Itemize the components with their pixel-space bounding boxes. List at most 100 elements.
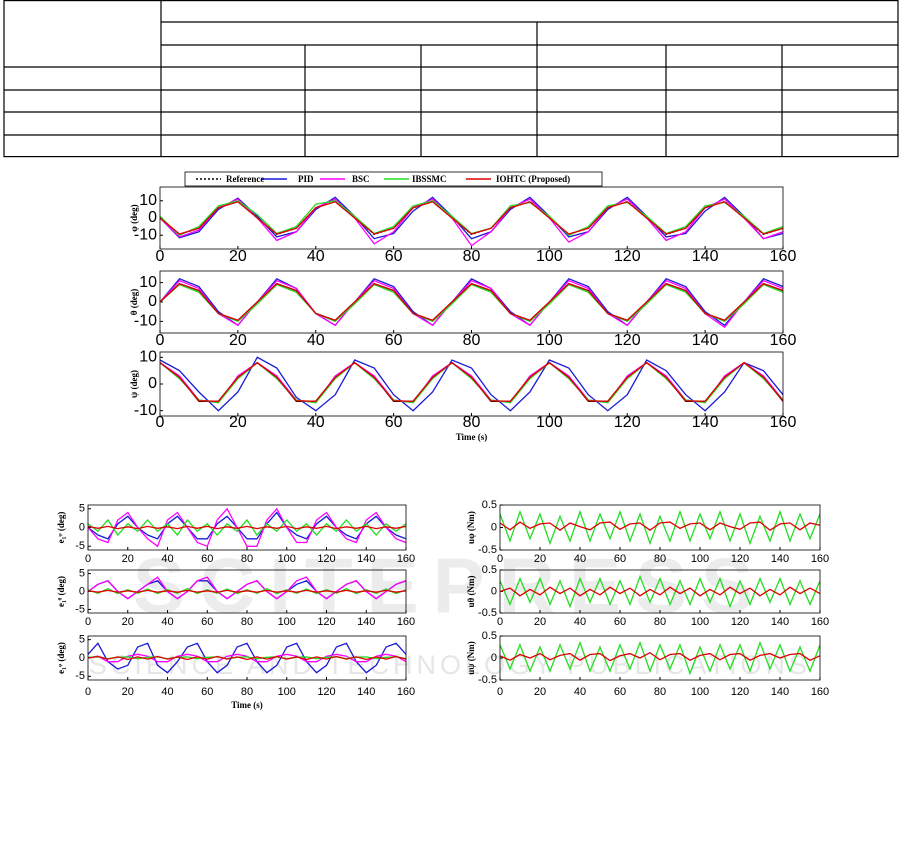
y-tick-label: -0.5 [478, 607, 497, 619]
x-tick-label: 80 [241, 553, 253, 565]
legend-label: PID [298, 174, 314, 184]
x-tick-label: 0 [156, 248, 165, 265]
x-tick-label: 80 [241, 616, 253, 628]
series-line [500, 509, 820, 546]
x-tick-label: 40 [574, 553, 586, 565]
x-tick-label: 100 [536, 332, 563, 349]
x-tick-label: 0 [497, 686, 503, 698]
x-tick-label: 100 [536, 414, 563, 431]
y-axis-label: θ (deg) [129, 289, 139, 315]
series-line [160, 277, 783, 327]
legend-label: IOHTC (Proposed) [496, 174, 570, 184]
x-tick-label: 140 [357, 686, 375, 698]
series-line [88, 589, 406, 593]
axes-frame [499, 635, 821, 681]
x-tick-label: 120 [731, 553, 749, 565]
watermark-brand: SCITEPRESS [133, 542, 767, 630]
y-tick-label: 0 [491, 652, 497, 664]
x-tick-label: 100 [691, 616, 709, 628]
x-tick-label: 100 [278, 686, 296, 698]
y-axis-label: e₁ᵠ (deg) [56, 642, 66, 674]
series-line [88, 525, 406, 530]
plot-lines [500, 574, 820, 609]
table-border [3, 0, 899, 158]
series-line [500, 521, 820, 532]
x-tick-label: 40 [307, 332, 325, 349]
x-tick-label: 140 [771, 616, 789, 628]
x-tick-label: 120 [614, 248, 641, 265]
series-line [88, 642, 406, 674]
x-tick-label: 120 [317, 686, 335, 698]
x-tick-label: 60 [614, 553, 626, 565]
series-line [160, 283, 783, 321]
x-tick-label: 60 [614, 686, 626, 698]
plot-lines [160, 356, 783, 412]
x-tick-label: 20 [229, 414, 247, 431]
plot-lines [160, 196, 783, 247]
axes-frame [159, 270, 784, 334]
y-tick-label: -5 [75, 670, 85, 682]
plot-lines [88, 507, 406, 548]
x-tick-label: 100 [536, 248, 563, 265]
x-tick-label: 100 [278, 553, 296, 565]
x-tick-label: 160 [811, 553, 829, 565]
legend-label: Reference [226, 174, 264, 184]
y-tick-label: 0 [148, 293, 157, 310]
x-tick-label: 20 [229, 332, 247, 349]
axes-frame [159, 351, 784, 417]
x-tick-label: 140 [357, 616, 375, 628]
y-axis-label: φ (deg) [129, 204, 139, 231]
y-tick-label: 5 [79, 634, 85, 646]
x-tick-label: 60 [201, 616, 213, 628]
x-tick-label: 0 [497, 553, 503, 565]
plot-lines [500, 509, 820, 546]
x-tick-label: 0 [156, 332, 165, 349]
y-tick-label: 0 [79, 652, 85, 664]
x-tick-label: 100 [691, 686, 709, 698]
x-tick-label: 80 [463, 248, 481, 265]
y-axis-label: e₁ᶿ (deg) [56, 576, 66, 607]
series-line [160, 201, 783, 235]
y-tick-label: 0 [148, 375, 157, 392]
plot-lines [88, 576, 406, 600]
x-tick-label: 120 [614, 414, 641, 431]
x-tick-label: 160 [770, 248, 797, 265]
x-tick-label: 80 [654, 686, 666, 698]
x-tick-label: 20 [229, 248, 247, 265]
x-tick-label: 100 [691, 553, 709, 565]
x-tick-label: 60 [385, 248, 403, 265]
y-tick-label: -10 [134, 313, 157, 330]
empty-table [3, 0, 899, 158]
legend-label: BSC [352, 174, 370, 184]
series-line [160, 283, 783, 323]
x-tick-label: 120 [731, 686, 749, 698]
series-line [88, 655, 406, 661]
x-tick-label: 0 [85, 553, 91, 565]
y-tick-label: 0 [148, 209, 157, 226]
y-tick-label: 0 [79, 521, 85, 533]
series-line [500, 640, 820, 676]
x-tick-label: 0 [85, 616, 91, 628]
y-tick-label: -0.5 [478, 544, 497, 556]
axes-frame [499, 569, 821, 614]
y-tick-label: -10 [134, 402, 157, 419]
x-tick-label: 20 [122, 553, 134, 565]
x-tick-label: 60 [385, 332, 403, 349]
series-line [500, 574, 820, 609]
x-tick-label: 160 [811, 686, 829, 698]
x-tick-label: 80 [463, 414, 481, 431]
x-tick-label: 0 [497, 616, 503, 628]
x-tick-label: 160 [397, 616, 415, 628]
axes-frame [499, 504, 821, 551]
x-tick-label: 140 [357, 553, 375, 565]
x-tick-label: 20 [534, 553, 546, 565]
x-tick-label: 80 [241, 686, 253, 698]
series-line [160, 279, 783, 329]
y-axis-label: e₁ᵠ (deg) [56, 512, 66, 544]
x-tick-label: 40 [307, 248, 325, 265]
series-line [500, 586, 820, 597]
x-tick-label: 40 [574, 686, 586, 698]
x-tick-label: 0 [85, 686, 91, 698]
x-tick-label: 140 [692, 332, 719, 349]
x-tick-label: 80 [654, 616, 666, 628]
